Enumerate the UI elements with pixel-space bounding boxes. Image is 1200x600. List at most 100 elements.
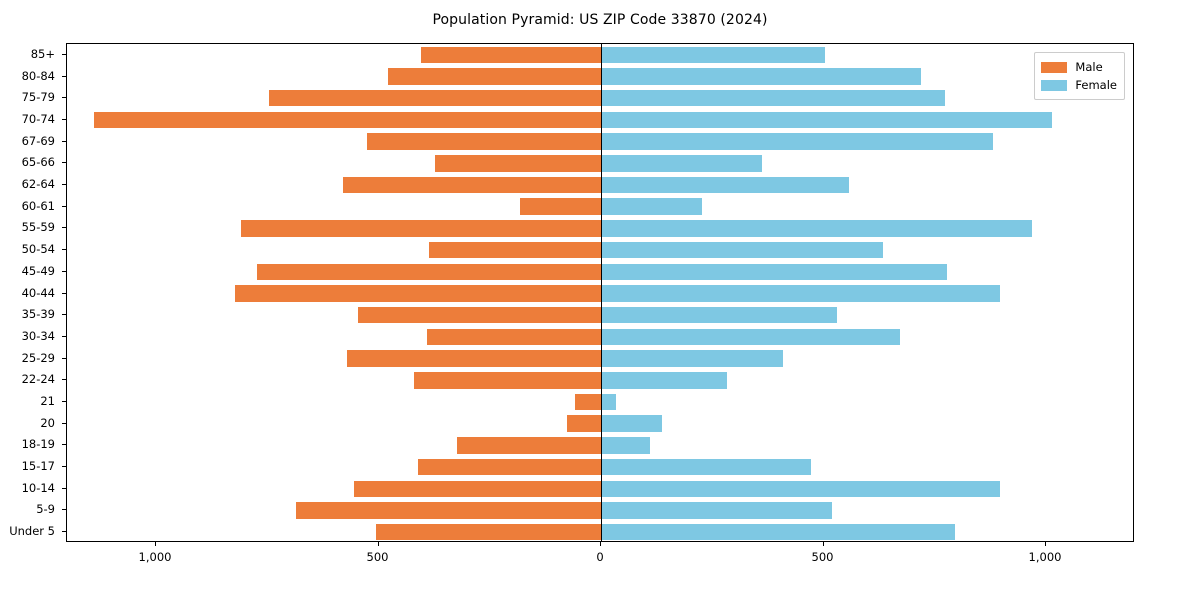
y-tick-label: 20 <box>40 415 55 430</box>
bar-row <box>67 480 1133 497</box>
y-tick-mark <box>62 184 66 186</box>
bar-row <box>67 176 1133 194</box>
y-tick-label: 5-9 <box>36 502 55 517</box>
y-tick-mark <box>62 487 66 489</box>
legend-item[interactable]: Male <box>1041 58 1117 76</box>
bar-row <box>67 198 1133 215</box>
bar-male <box>435 155 601 172</box>
y-tick-label: 35-39 <box>21 307 55 322</box>
y-tick-mark <box>62 422 66 424</box>
bar-male <box>296 502 601 519</box>
bar-row <box>67 393 1133 411</box>
y-tick-mark <box>62 249 66 251</box>
plot-area: Male Female <box>66 43 1134 542</box>
bar-female <box>601 523 955 541</box>
y-tick-mark <box>62 335 66 337</box>
y-tick-label: 40-44 <box>21 285 55 300</box>
bar-female <box>601 285 1001 302</box>
bar-male <box>417 458 601 476</box>
bars-layer <box>67 44 1133 541</box>
y-tick-mark <box>62 227 66 229</box>
legend-label: Male <box>1075 60 1103 74</box>
y-tick-label: 18-19 <box>21 437 55 452</box>
x-tick-label: 0 <box>596 550 604 564</box>
x-axis: 1,000 500 0 500 1,000 <box>66 542 1134 582</box>
bar-row <box>67 306 1133 324</box>
bar-male <box>457 437 601 454</box>
bar-female <box>601 415 662 432</box>
bar-male <box>346 350 601 367</box>
bar-male <box>358 306 601 324</box>
bar-row <box>67 220 1133 237</box>
bar-male <box>342 176 601 194</box>
x-tick-mark <box>155 542 156 546</box>
bar-male <box>428 241 601 259</box>
x-tick-mark <box>822 542 824 546</box>
bar-row <box>67 458 1133 476</box>
y-tick-label: 70-74 <box>21 111 55 126</box>
bar-row <box>67 263 1133 281</box>
bar-male <box>93 111 601 129</box>
y-tick-label: 67-69 <box>21 133 55 148</box>
y-axis: 85+ 80-84 75-79 70-74 67-69 65-66 62-64 60-61 55… <box>0 43 66 542</box>
bar-row <box>67 133 1133 150</box>
bar-female <box>601 458 811 476</box>
bar-female <box>601 68 921 85</box>
bar-female <box>601 133 993 150</box>
bar-female <box>601 176 849 194</box>
y-tick-label: 21 <box>40 393 55 408</box>
bar-row <box>67 111 1133 129</box>
bar-male <box>354 480 601 497</box>
bar-male <box>235 285 601 302</box>
bar-female <box>601 328 901 346</box>
y-tick-label: 22-24 <box>21 372 55 387</box>
x-tick-mark <box>600 542 601 546</box>
y-tick-label: 75-79 <box>21 90 55 105</box>
bar-female <box>601 111 1052 129</box>
y-tick-label: 55-59 <box>21 220 55 235</box>
bar-row <box>67 372 1133 389</box>
x-tick-label: 500 <box>366 550 389 564</box>
bar-row <box>67 68 1133 85</box>
bar-female <box>601 155 762 172</box>
y-tick-mark <box>62 466 66 468</box>
zero-axis-line <box>601 44 602 541</box>
bar-female <box>601 46 825 64</box>
bar-male <box>269 89 601 107</box>
bar-row <box>67 350 1133 367</box>
bar-male <box>241 220 601 237</box>
bar-row <box>67 46 1133 64</box>
bar-female <box>601 480 1001 497</box>
bar-male <box>376 523 601 541</box>
y-tick-label: 45-49 <box>21 263 55 278</box>
y-tick-mark <box>62 400 66 402</box>
bar-male <box>256 263 601 281</box>
y-tick-mark <box>62 379 66 381</box>
bar-row <box>67 155 1133 172</box>
bar-row <box>67 415 1133 432</box>
bar-male <box>420 46 601 64</box>
bar-female <box>601 306 837 324</box>
x-tick-label: 500 <box>811 550 834 564</box>
bar-male <box>413 372 601 389</box>
bar-row <box>67 437 1133 454</box>
bar-row <box>67 241 1133 259</box>
y-tick-mark <box>62 97 66 99</box>
y-tick-label: 25-29 <box>21 350 55 365</box>
bar-row <box>67 285 1133 302</box>
y-tick-label: Under 5 <box>9 524 55 539</box>
y-tick-label: 15-17 <box>21 459 55 474</box>
bar-male <box>427 328 601 346</box>
y-tick-label: 50-54 <box>21 242 55 257</box>
legend-item[interactable]: Female <box>1041 76 1117 94</box>
bar-row <box>67 502 1133 519</box>
y-tick-label: 10-14 <box>21 480 55 495</box>
y-tick-mark <box>62 270 66 272</box>
bar-male <box>567 415 601 432</box>
bar-female <box>601 350 784 367</box>
y-tick-mark <box>62 509 66 511</box>
x-tick-label: 1,000 <box>1028 550 1062 564</box>
y-tick-mark <box>62 53 66 55</box>
y-tick-mark <box>62 140 66 142</box>
